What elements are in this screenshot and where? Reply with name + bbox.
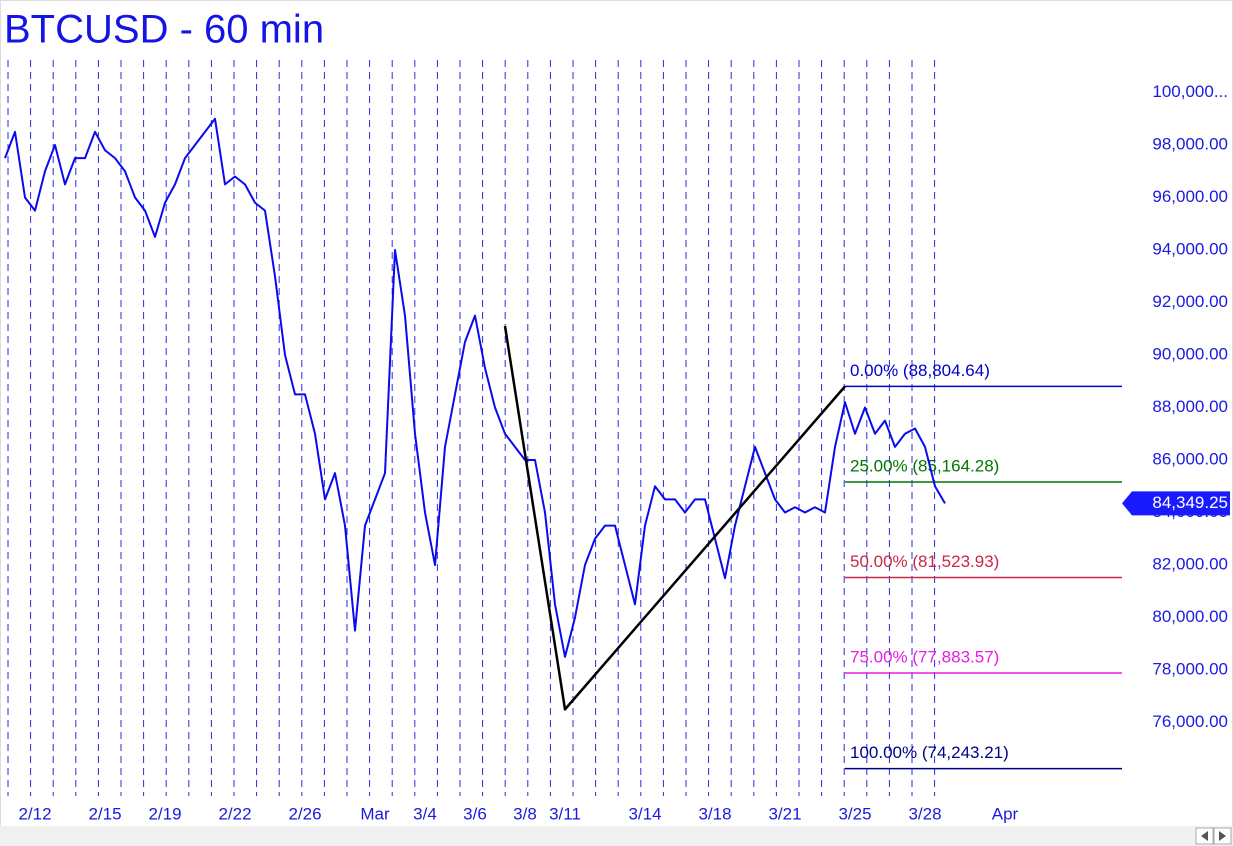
last-value-tag xyxy=(1122,491,1230,516)
x-tick-label: 2/19 xyxy=(148,804,181,823)
y-tick-label: 88,000.00 xyxy=(1152,397,1228,416)
y-tick-label: 98,000.00 xyxy=(1152,134,1228,153)
x-tick-label: 2/15 xyxy=(88,804,121,823)
level-label: 0.00% (88,804.64) xyxy=(850,361,990,380)
x-tick-label: 3/6 xyxy=(463,804,487,823)
y-tick-label: 90,000.00 xyxy=(1152,344,1228,363)
price-line xyxy=(503,325,846,711)
x-tick-label: 3/25 xyxy=(838,804,871,823)
x-tick-label: Mar xyxy=(360,804,390,823)
y-tick-label: 76,000.00 xyxy=(1152,712,1228,731)
y-tick-label: 78,000.00 xyxy=(1152,659,1228,678)
arrow-icon xyxy=(1219,831,1226,841)
level-label: 75.00% (77,883.57) xyxy=(850,648,999,667)
x-tick-label: 3/4 xyxy=(413,804,437,823)
level-label: 100.00% (74,243.21) xyxy=(850,743,1009,762)
price-line xyxy=(4,117,946,658)
y-tick-label: 96,000.00 xyxy=(1152,187,1228,206)
x-tick-label: Apr xyxy=(992,804,1019,823)
level-label: 25.00% (85,164.28) xyxy=(850,456,999,475)
x-tick-label: 3/8 xyxy=(513,804,537,823)
x-tick-label: 3/14 xyxy=(628,804,661,823)
x-tick-label: 3/18 xyxy=(698,804,731,823)
chart-title: BTCUSD - 60 min xyxy=(4,8,324,52)
x-tick-label: 3/21 xyxy=(768,804,801,823)
y-tick-label: 100,000... xyxy=(1152,82,1228,101)
last-value-label: 84,349.25 xyxy=(1152,493,1228,512)
x-tick-label: 3/11 xyxy=(549,804,581,823)
scroll-track[interactable] xyxy=(0,826,1233,846)
day-grid xyxy=(7,60,936,796)
y-tick-label: 80,000.00 xyxy=(1152,607,1228,626)
scrollbar[interactable] xyxy=(0,826,1233,846)
arrow-icon xyxy=(1201,831,1208,841)
x-tick-label: 2/26 xyxy=(288,804,321,823)
level-label: 50.00% (81,523.93) xyxy=(850,552,999,571)
y-tick-label: 82,000.00 xyxy=(1152,554,1228,573)
x-tick-label: 3/28 xyxy=(908,804,941,823)
y-tick-label: 92,000.00 xyxy=(1152,292,1228,311)
x-tick-label: 2/22 xyxy=(218,804,251,823)
x-tick-label: 2/12 xyxy=(18,804,51,823)
y-tick-label: 86,000.00 xyxy=(1152,449,1228,468)
y-tick-label: 94,000.00 xyxy=(1152,239,1228,258)
